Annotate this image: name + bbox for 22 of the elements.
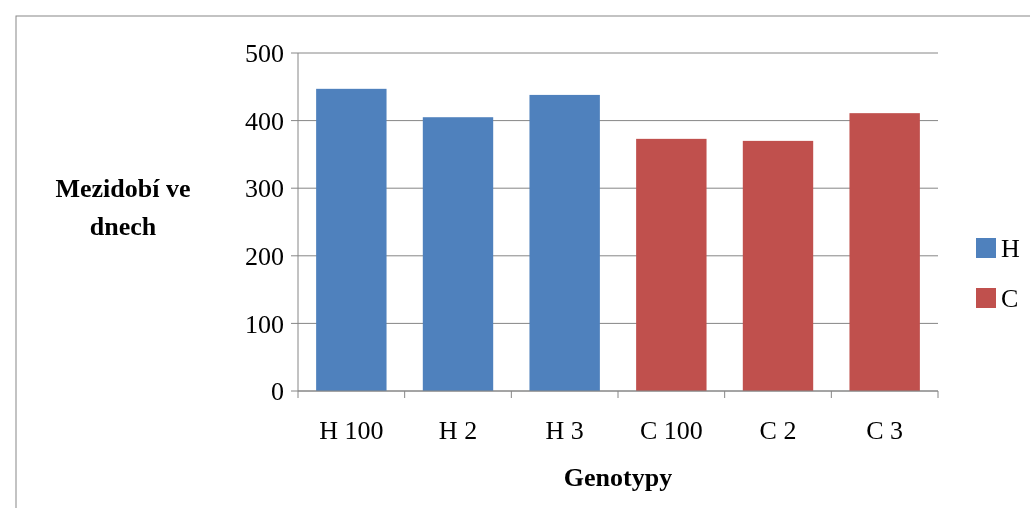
x-tick-label: C 100 — [639, 416, 703, 445]
x-tick-label: C 2 — [759, 416, 797, 445]
legend-label: C — [1001, 284, 1019, 314]
bar — [742, 140, 814, 391]
x-tick-label: C 3 — [866, 416, 904, 445]
bar — [849, 113, 920, 391]
bar — [636, 138, 707, 391]
legend-label: H — [1001, 234, 1020, 264]
bar — [316, 88, 387, 391]
x-tick-label: H 3 — [545, 416, 584, 445]
y-tick-label: 0 — [271, 377, 284, 407]
y-tick-label: 300 — [245, 174, 284, 204]
y-tick-label: 500 — [245, 39, 284, 69]
y-tick-label: 200 — [245, 241, 284, 271]
x-tick-label: H 2 — [438, 416, 478, 445]
bar — [422, 117, 494, 391]
x-axis-title: Genotypy — [563, 463, 673, 492]
y-tick-label: 400 — [245, 106, 284, 136]
x-tick-label: H 100 — [319, 416, 384, 445]
y-tick-label: 100 — [245, 309, 284, 339]
y-axis-title: Mezidobí ve dnech — [55, 174, 191, 241]
bar — [529, 94, 600, 391]
